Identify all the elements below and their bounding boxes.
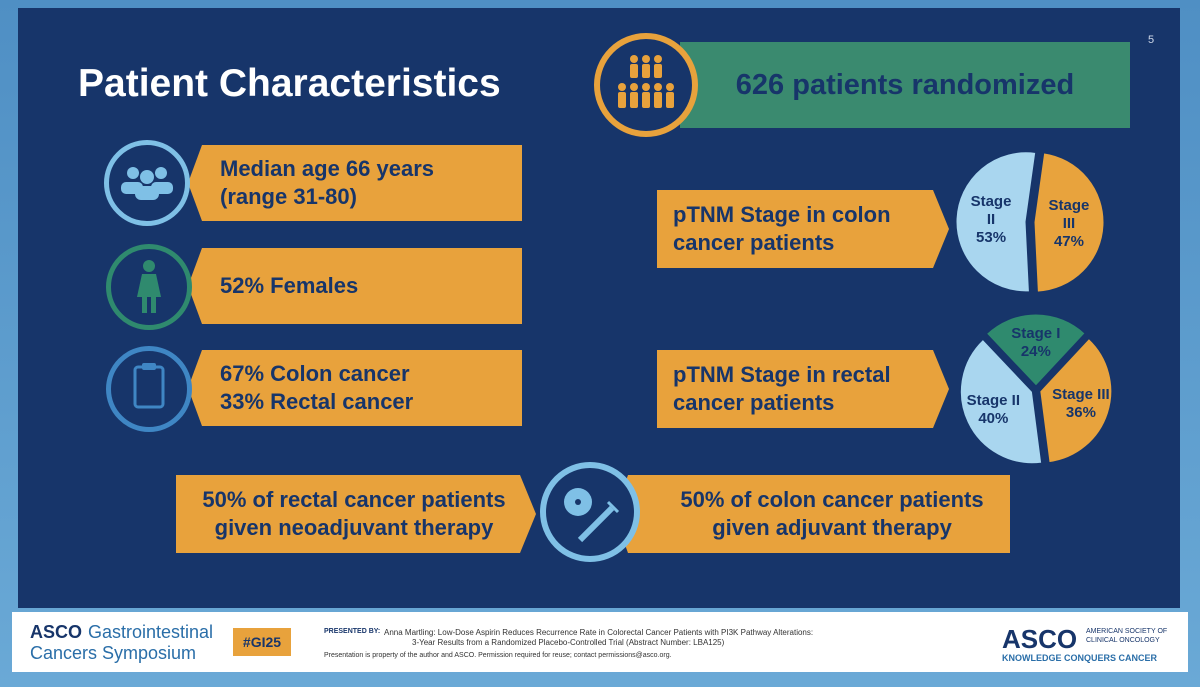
slide-number: 5 [1148,34,1155,46]
brand: ASCO [30,622,83,642]
tagline: KNOWLEDGE CONQUERS CANCER [1002,653,1158,663]
presentation: 3-Year Results from a Randomized Placebo… [412,638,725,647]
pie-slice [1039,337,1113,464]
fact-text: 33% Rectal cancer [220,389,414,414]
group-icon [104,140,190,226]
fact-text: (range 31-80) [220,184,357,209]
pie-category: Stage III [1048,196,1090,232]
fact-box: 52% Females [188,248,522,324]
org-name: CLINICAL ONCOLOGY [1086,637,1160,644]
pie-value-label: 53% [976,229,1007,247]
pie-category: Stage II [966,392,1021,410]
female-glyph [137,260,161,313]
people-glyph [618,55,674,108]
clipboard-icon [106,346,192,432]
group-glyph [121,167,173,200]
pie-title: pTNM Stage in rectal cancer patients [673,362,891,415]
pie-slice [985,313,1086,387]
pie-value-label: 47% [1053,232,1084,250]
fact-box: 67% Colon cancer 33% Rectal cancer [188,350,522,426]
fact-box: Median age 66 years (range 31-80) [188,145,522,221]
therapy-text: 50% of colon cancer patients [680,487,984,512]
pie-label: Stage III 36% [1049,386,1113,422]
pie-category: Stage III [1052,386,1110,404]
org-logo: ASCO [1002,624,1078,654]
therapy-text: 50% of rectal cancer patients [202,487,506,512]
female-icon [106,244,192,330]
pie-value-label: 40% [978,410,1009,428]
therapy-text: given neoadjuvant therapy [214,515,494,540]
pie-category: Stage II [970,193,1012,229]
therapy-box: 50% of colon cancer patients given adjuva… [614,475,1010,553]
therapy-icon [540,462,640,562]
pie-value-label: 36% [1065,404,1096,422]
fact-text: 52% Females [220,273,359,298]
pie-label: Stage II 53% [967,193,1015,247]
symposium: Gastrointestinal [88,622,214,642]
pie-slice [959,338,1043,465]
presentation: Anna Martling: Low-Dose Aspirin Reduces … [384,628,814,637]
people-icon [594,33,698,137]
pie-value-label: 24% [1020,342,1051,360]
pie-title-box: pTNM Stage in rectal cancer patients [657,350,949,428]
pie-label: Stage II 40% [961,392,1025,428]
pie-label: Stage III 47% [1045,197,1093,251]
pie-category: Stage I [1011,324,1061,342]
therapy-text: given adjuvant therapy [712,515,952,540]
presented-by: PRESENTED BY: [324,628,381,635]
fact-text: 67% Colon cancer [220,361,410,386]
org-name: AMERICAN SOCIETY OF [1086,628,1168,635]
fact-text: Median age 66 years [220,156,435,181]
notice: Presentation is property of the author a… [324,652,672,659]
therapy-box: 50% of rectal cancer patients given neoad… [176,475,536,553]
footer: ASCO Gastrointestinal Cancers Symposium … [12,612,1188,672]
clipboard-glyph [133,363,165,409]
pie-title: pTNM Stage in colon cancer patients [673,202,891,255]
therapy-glyph [564,488,620,543]
pie-label: Stage I 24% [1004,325,1068,361]
randomized-banner: 626 patients randomized [680,42,1130,128]
pie-slice [955,151,1037,293]
pie-slice [1033,152,1105,293]
slide-title: Patient Characteristics [78,62,501,105]
pie-title-box: pTNM Stage in colon cancer patients [657,190,949,268]
symposium: Cancers Symposium [30,643,197,663]
hashtag: #GI25 [233,628,291,656]
